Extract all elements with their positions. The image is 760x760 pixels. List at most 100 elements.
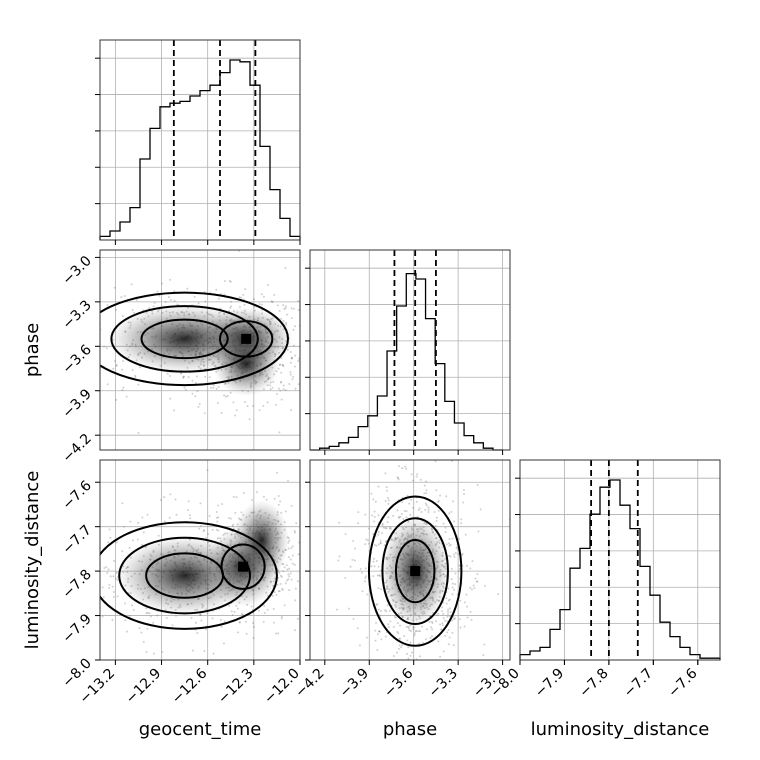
sample-point: [275, 403, 278, 406]
sample-point: [286, 579, 289, 582]
sample-point: [294, 325, 297, 328]
sample-point: [463, 492, 466, 495]
sample-point: [484, 585, 487, 588]
sample-point: [204, 300, 207, 303]
sample-point: [398, 637, 401, 640]
sample-point: [400, 512, 403, 515]
sample-point: [397, 465, 400, 468]
sample-point: [409, 641, 412, 644]
sample-point: [476, 483, 479, 486]
sample-point: [431, 628, 434, 631]
sample-point: [450, 578, 453, 581]
sample-point: [265, 498, 268, 501]
sample-point: [273, 621, 276, 624]
sample-point: [446, 620, 449, 623]
sample-point: [377, 533, 380, 536]
sample-point: [229, 517, 232, 520]
sample-point: [397, 647, 400, 650]
sample-point: [437, 499, 440, 502]
sample-point: [251, 622, 254, 625]
sample-point: [496, 593, 499, 596]
sample-point: [263, 612, 266, 615]
sample-point: [132, 608, 135, 611]
sample-point: [266, 401, 269, 404]
y-tick-label: −3.0: [59, 253, 94, 288]
sample-point: [194, 381, 197, 384]
sample-point: [448, 636, 451, 639]
sample-point: [291, 562, 294, 565]
sample-point: [94, 296, 96, 298]
sample-point: [407, 627, 410, 630]
sample-point: [425, 492, 428, 495]
sample-point: [303, 329, 305, 331]
sample-point: [301, 369, 303, 371]
sample-point: [473, 587, 476, 590]
sample-point: [156, 614, 159, 617]
sample-point: [470, 588, 473, 591]
sample-point: [431, 622, 434, 625]
sample-point: [303, 573, 305, 575]
sample-point: [242, 293, 245, 296]
sample-point: [451, 593, 454, 596]
sample-point: [284, 266, 287, 269]
panel-frame: [309, 249, 511, 451]
sample-point: [396, 509, 399, 512]
sample-point: [435, 519, 438, 522]
sample-point: [425, 480, 428, 483]
sample-point: [134, 376, 137, 379]
sample-point: [262, 495, 265, 498]
sample-point: [448, 512, 451, 515]
sample-point: [182, 376, 185, 379]
sample-point: [188, 514, 191, 517]
x-tick-label: −7.8: [576, 666, 611, 701]
sample-point: [103, 345, 106, 348]
sample-point: [442, 660, 444, 662]
sample-point: [449, 543, 452, 546]
sample-point: [371, 674, 373, 676]
sample-point: [187, 500, 190, 503]
sample-point: [375, 603, 378, 606]
sample-point: [421, 625, 424, 628]
sample-point: [284, 510, 287, 513]
sample-point: [238, 621, 241, 624]
sample-point: [233, 610, 236, 613]
sample-point: [418, 661, 420, 663]
sample-point: [452, 553, 455, 556]
sample-point: [445, 602, 448, 605]
sample-point: [234, 414, 237, 417]
sample-point: [342, 556, 344, 558]
sample-point: [93, 386, 95, 388]
sample-point: [384, 458, 386, 460]
sample-point: [145, 651, 148, 654]
sample-point: [216, 401, 219, 404]
sample-point: [397, 476, 400, 479]
sample-point: [319, 603, 321, 605]
sample-point: [465, 593, 468, 596]
sample-point: [198, 403, 201, 406]
sample-point: [290, 357, 293, 360]
sample-point: [421, 641, 424, 644]
sample-point: [458, 618, 461, 621]
sample-point: [237, 631, 240, 634]
sample-point: [389, 620, 392, 623]
sample-point: [194, 395, 197, 398]
sample-point: [84, 610, 86, 612]
sample-point: [168, 375, 171, 378]
sample-point: [441, 624, 444, 627]
sample-point: [364, 543, 367, 546]
sample-point: [379, 541, 382, 544]
sample-point: [212, 384, 215, 387]
sample-point: [359, 567, 362, 570]
sample-point: [376, 574, 379, 577]
sample-point: [266, 283, 269, 286]
sample-point: [297, 553, 300, 556]
sample-point: [145, 612, 148, 615]
sample-point: [381, 524, 384, 527]
sample-point: [190, 616, 193, 619]
sample-point: [291, 545, 294, 548]
sample-point: [270, 300, 273, 303]
sample-point: [338, 521, 341, 524]
y-tick-label: −3.3: [59, 297, 94, 332]
sample-point: [130, 283, 133, 286]
sample-point: [356, 627, 359, 630]
